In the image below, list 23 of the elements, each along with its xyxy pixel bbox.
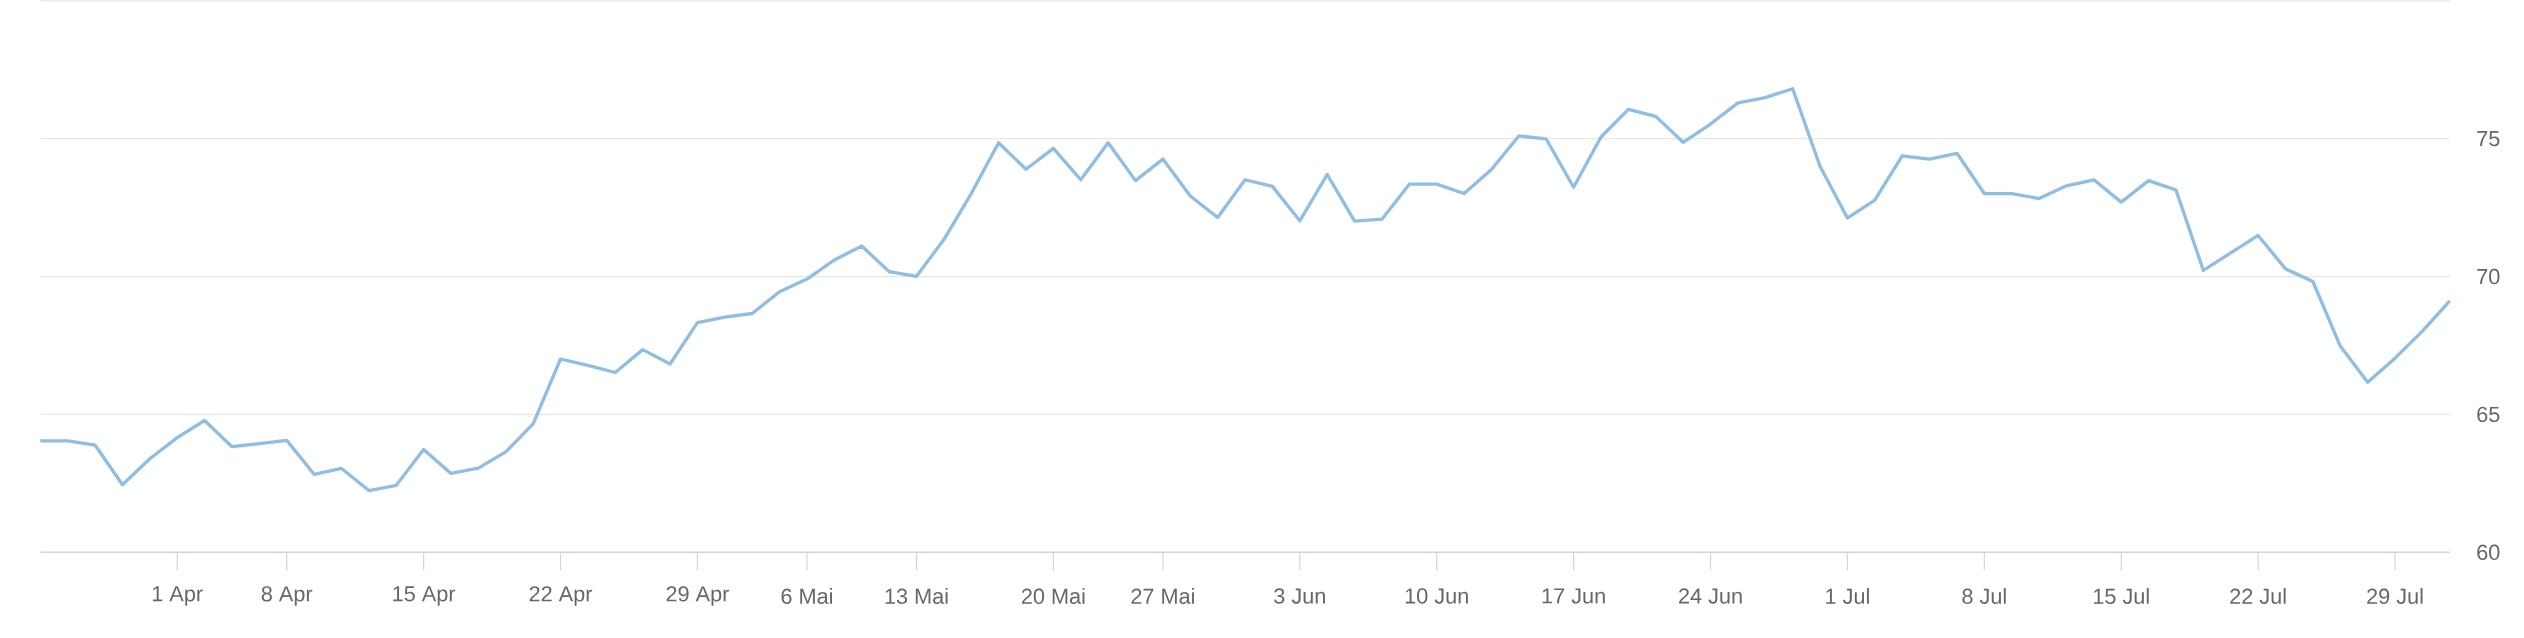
x-tick-label: 15 Apr bbox=[393, 586, 456, 606]
y-tick-label: 75 bbox=[2477, 131, 2500, 147]
x-tick-label: 29 Jul bbox=[2367, 588, 2423, 604]
y-tick-label: 65 bbox=[2477, 406, 2500, 423]
x-tick-label: 20 Mai bbox=[1021, 588, 1085, 604]
x-tick-label: 22 Jul bbox=[2230, 588, 2286, 604]
x-tick-label: 24 Jun bbox=[1679, 588, 1742, 604]
x-tick-label: 6 Mai bbox=[781, 588, 832, 604]
x-tick-label: 13 Mai bbox=[885, 588, 948, 604]
x-tick-label: 3 Jun bbox=[1274, 588, 1325, 604]
x-tick-label: 15 Jul bbox=[2093, 588, 2149, 604]
x-tick-label: 27 Mai bbox=[1131, 588, 1194, 604]
x-tick-label: 17 Jun bbox=[1542, 588, 1605, 604]
x-tick-label: 1 Apr bbox=[152, 586, 203, 606]
x-tick-label: 10 Jun bbox=[1405, 588, 1468, 604]
y-tick-label: 70 bbox=[2477, 268, 2500, 285]
x-tick-label: 29 Apr bbox=[666, 586, 730, 606]
y-tick-label: 60 bbox=[2477, 544, 2500, 560]
x-tick-label: 22 Apr bbox=[529, 586, 593, 606]
x-tick-label: 8 Apr bbox=[261, 586, 313, 606]
line-series bbox=[38, 87, 2452, 493]
x-tick-label: 8 Jul bbox=[1962, 588, 2006, 604]
x-tick-label: 1 Jul bbox=[1826, 588, 1869, 604]
